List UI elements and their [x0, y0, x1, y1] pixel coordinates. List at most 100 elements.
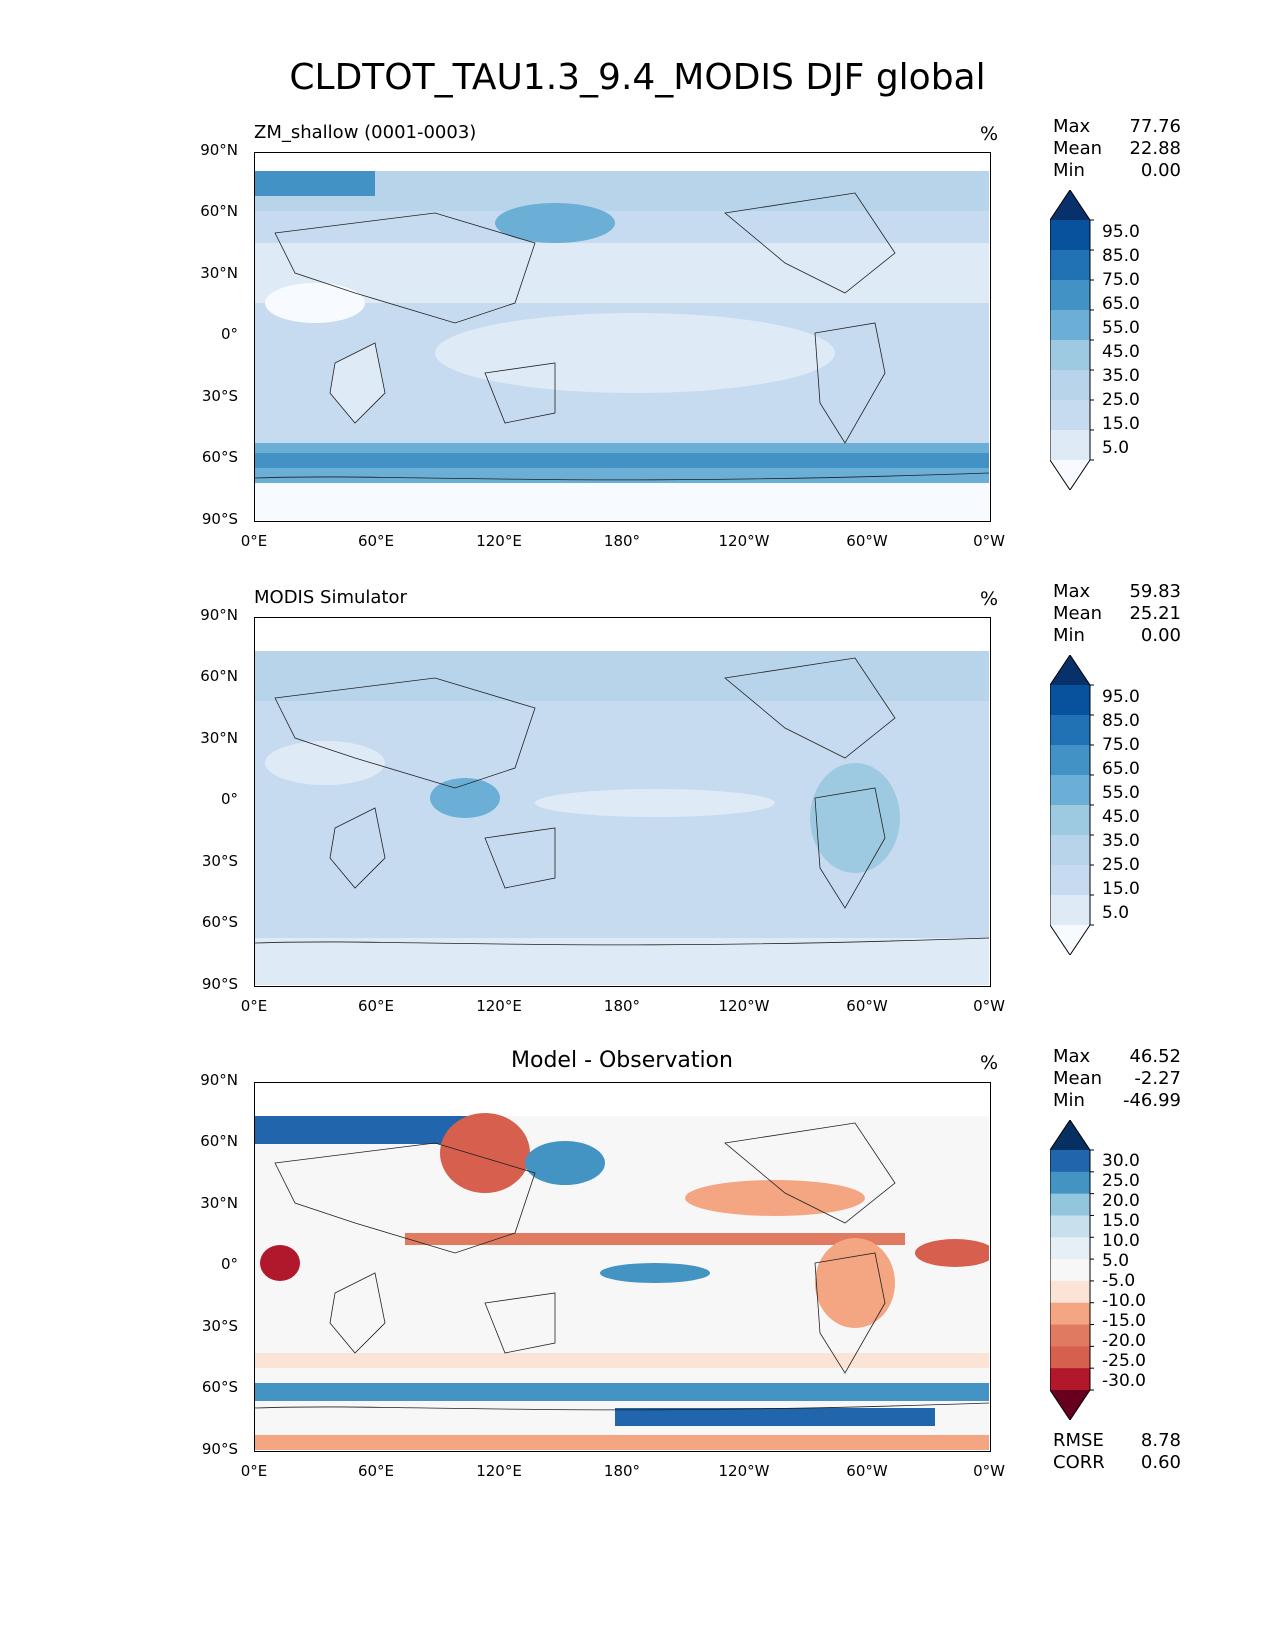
- panel-1-colorbar: [1050, 190, 1094, 490]
- panel-1-ytick: 30°N: [200, 264, 238, 282]
- atlantic-itcz-negative: [915, 1239, 989, 1267]
- southern-ocean-core: [255, 453, 989, 468]
- africa-outline: [329, 807, 386, 889]
- panel-3-units: %: [980, 1052, 999, 1074]
- panel-2-ytick: 60°N: [200, 667, 238, 685]
- panel-1-map: [254, 152, 991, 522]
- colorbar-tick-label: 85.0: [1102, 246, 1140, 266]
- kuroshio-positive: [525, 1141, 605, 1185]
- south-pole-negative: [255, 1435, 989, 1450]
- subtropical-band: [255, 243, 989, 303]
- equatorial-pacific-positive: [600, 1263, 710, 1283]
- colorbar-swatch: [1050, 1324, 1090, 1347]
- colorbar-swatch: [1050, 1280, 1090, 1304]
- colorbar-swatch: [1050, 715, 1090, 746]
- north-america-outline: [724, 192, 896, 294]
- stat-value: 0.00: [1140, 625, 1181, 646]
- panel-3-xtick: 120°W: [718, 1462, 770, 1480]
- panel-2-xtick: 0°W: [973, 997, 1005, 1015]
- stat-label: Max: [1053, 116, 1091, 137]
- antarctica-region: [255, 938, 989, 985]
- panel-3-ytick: 30°N: [200, 1194, 238, 1212]
- colorbar-tick-label: 5.0: [1102, 438, 1130, 458]
- colorbar-tick-label: -30.0: [1102, 1371, 1146, 1391]
- no-data-band: [255, 153, 989, 171]
- colorbar-tick-label: 65.0: [1102, 759, 1140, 779]
- panel-3-ytick: 60°N: [200, 1132, 238, 1150]
- panel-2-title: MODIS Simulator: [254, 587, 407, 608]
- panel-2-ytick: 90°N: [200, 606, 238, 624]
- pacific-band: [535, 789, 775, 817]
- southern-ocean-positive: [255, 1383, 989, 1401]
- panel-3-ytick: 90°N: [200, 1071, 238, 1089]
- panel-3-title: Model - Observation: [511, 1048, 733, 1073]
- africa-outline: [329, 342, 386, 424]
- australia-outline: [484, 827, 556, 889]
- colorbar-tick-label: 75.0: [1102, 735, 1140, 755]
- colorbar-tick-label: -10.0: [1102, 1291, 1146, 1311]
- colorbar-swatch: [1050, 1302, 1090, 1326]
- sahara-clear: [265, 741, 385, 785]
- north-pacific-negative: [685, 1180, 865, 1216]
- panel-1-ytick: 30°S: [201, 387, 238, 405]
- stat-value: 22.88: [1129, 138, 1181, 159]
- maritime-continent: [430, 778, 500, 818]
- colorbar-tick-label: 20.0: [1102, 1191, 1140, 1211]
- stat-value: 25.21: [1129, 603, 1181, 624]
- high-lat-band: [255, 171, 989, 211]
- colorbar-tick-label: 85.0: [1102, 711, 1140, 731]
- colorbar-tick-label: 10.0: [1102, 1231, 1140, 1251]
- colorbar-swatch: [1050, 310, 1090, 341]
- panel-2-ytick: 30°N: [200, 729, 238, 747]
- colorbar-tick-label: 95.0: [1102, 222, 1140, 242]
- colorbar-swatch: [1050, 1237, 1090, 1260]
- colorbar-tick-label: 25.0: [1102, 390, 1140, 410]
- panel-3-field: [255, 1083, 989, 1450]
- colorbar-extend-top: [1050, 190, 1090, 220]
- panel-1-field: [255, 153, 989, 520]
- antarctica-clear: [255, 483, 989, 520]
- colorbar-tick-label: 35.0: [1102, 831, 1140, 851]
- antarctica-outline: [255, 472, 989, 481]
- panel-1-xtick: 0°W: [973, 532, 1005, 550]
- stat-label: Min: [1053, 1090, 1085, 1111]
- stat-label: Mean: [1053, 603, 1103, 624]
- australia-outline: [484, 1292, 556, 1354]
- panel-1-ytick: 60°S: [201, 448, 238, 466]
- north-america-outline: [724, 657, 896, 759]
- panel-2-xtick: 0°E: [240, 997, 268, 1015]
- colorbar-tick-label: 25.0: [1102, 855, 1140, 875]
- stat-value: -2.27: [1134, 1068, 1181, 1089]
- panel-3-xtick: 60°W: [846, 1462, 888, 1480]
- panel-1-units: %: [980, 123, 999, 145]
- stat-label: Mean: [1053, 1068, 1103, 1089]
- panel-1-ytick: 90°S: [201, 510, 238, 528]
- colorbar-swatch: [1050, 220, 1090, 251]
- colorbar-swatch: [1050, 400, 1090, 431]
- panel-2-xtick: 180°: [603, 997, 641, 1015]
- panel-1-title: ZM_shallow (0001-0003): [254, 122, 477, 143]
- stat-label: CORR: [1053, 1452, 1105, 1473]
- west-africa-negative: [260, 1245, 300, 1281]
- kuroshio-region: [495, 203, 615, 243]
- no-data-band: [255, 1083, 989, 1116]
- panel-3-xtick: 0°E: [240, 1462, 268, 1480]
- colorbar-swatch: [1050, 1368, 1090, 1391]
- colorbar-tick-label: 95.0: [1102, 687, 1140, 707]
- stat-label: Min: [1053, 160, 1085, 181]
- colorbar-tick-label: 65.0: [1102, 294, 1140, 314]
- panel-2-colorbar: [1050, 655, 1094, 955]
- colorbar-tick-label: 55.0: [1102, 318, 1140, 338]
- panel-2-map: [254, 617, 991, 987]
- colorbar-swatch: [1050, 370, 1090, 401]
- colorbar-swatch: [1050, 1171, 1090, 1195]
- amazon-negative: [815, 1238, 895, 1328]
- panel-2-stats: Max 59.83 Mean 25.21 Min 0.00: [1053, 581, 1181, 647]
- colorbar-tick-label: 45.0: [1102, 807, 1140, 827]
- panel-2-ytick: 60°S: [201, 913, 238, 931]
- colorbar-swatch: [1050, 1150, 1090, 1173]
- colorbar-extend-bottom: [1050, 925, 1090, 955]
- eurasia-outline: [274, 677, 536, 789]
- eurasia-outline: [274, 1142, 536, 1254]
- south-america-outline: [814, 322, 886, 444]
